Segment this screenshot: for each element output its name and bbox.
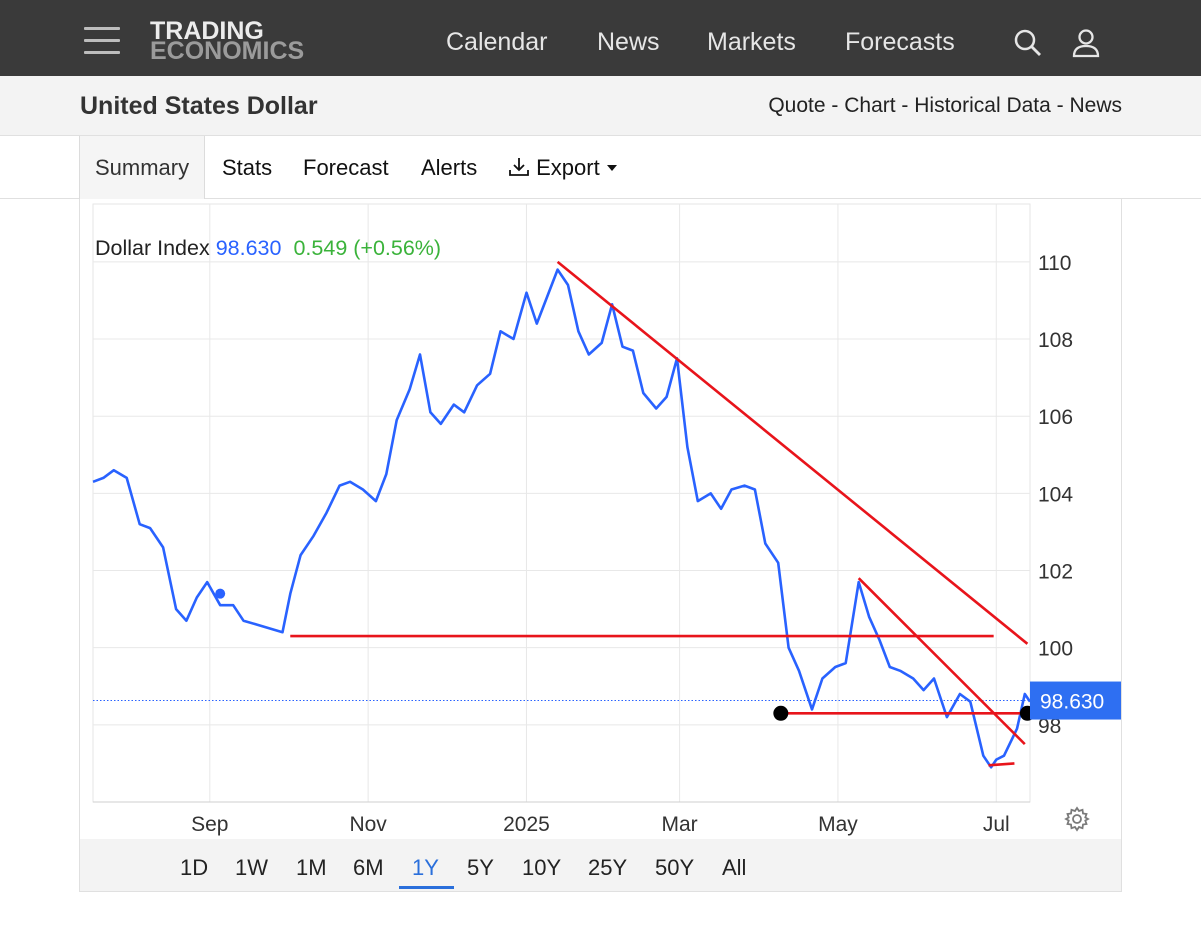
- last-price-tag-label: 98.630: [1040, 691, 1104, 714]
- tab-stats[interactable]: Stats: [222, 155, 273, 180]
- caret-down-icon: [606, 165, 617, 171]
- y-tick-label: 108: [1038, 329, 1073, 352]
- range-selector: 1D 1W 1M 6M 1Y 5Y 10Y 25Y 50Y All: [80, 839, 1121, 891]
- range-6m[interactable]: 6M: [353, 855, 384, 880]
- series-line-dollar-index: [92, 268, 1032, 769]
- y-tick-label: 100: [1038, 638, 1073, 661]
- data-point-marker: [215, 588, 226, 599]
- x-tick-label: Mar: [662, 813, 698, 836]
- y-tick-label: 106: [1038, 406, 1073, 429]
- nav-calendar[interactable]: Calendar: [446, 28, 548, 56]
- y-tick-label: 102: [1038, 561, 1073, 584]
- tab-alerts[interactable]: Alerts: [421, 155, 478, 180]
- export-button[interactable]: Export: [508, 136, 618, 199]
- link-historical-data[interactable]: Historical Data: [914, 94, 1051, 117]
- link-separator: -: [1050, 94, 1070, 117]
- x-tick-label: 2025: [503, 813, 550, 836]
- site-logo[interactable]: TRADING ECONOMICS: [150, 17, 305, 65]
- nav-forecasts[interactable]: Forecasts: [845, 28, 955, 56]
- tabs-divider: [0, 198, 1201, 199]
- menu-icon[interactable]: [84, 27, 120, 55]
- logo-line-2: ECONOMICS: [150, 37, 305, 65]
- y-tick-label: 110: [1038, 252, 1071, 275]
- range-10y[interactable]: 10Y: [522, 855, 562, 880]
- top-navigation-bar: TRADING ECONOMICS Calendar News Markets …: [0, 0, 1201, 76]
- range-25y[interactable]: 25Y: [588, 855, 628, 880]
- tab-forecast[interactable]: Forecast: [303, 155, 389, 180]
- link-news[interactable]: News: [1069, 94, 1122, 117]
- search-icon[interactable]: [1013, 28, 1043, 63]
- link-separator: -: [895, 94, 915, 117]
- user-icon[interactable]: [1072, 28, 1100, 63]
- x-tick-label: Sep: [191, 813, 228, 836]
- chart-legend: Dollar Index 98.630 0.549 (+0.56%): [95, 236, 441, 260]
- link-separator: -: [825, 94, 845, 117]
- trendline: [988, 762, 1015, 767]
- tab-summary[interactable]: Summary: [79, 136, 206, 199]
- range-1d[interactable]: 1D: [180, 855, 209, 880]
- tab-bar: Summary Stats Forecast Alerts Export: [79, 136, 1122, 199]
- instrument-header: United States Dollar Quote - Chart - His…: [0, 76, 1201, 136]
- y-tick-label: 104: [1038, 483, 1073, 506]
- trendline-anchor-point: [773, 705, 789, 721]
- chart-container: 110 108 106 104 102 100 98 Sep Nov 2025 Mar May Jul …: [79, 199, 1122, 892]
- range-1y[interactable]: 1Y: [412, 855, 439, 880]
- last-price-tag: [1030, 681, 1121, 720]
- trendline: [556, 260, 1029, 645]
- legend-series-name: Dollar Index: [95, 236, 216, 260]
- range-5y[interactable]: 5Y: [467, 855, 494, 880]
- link-quote[interactable]: Quote: [768, 94, 826, 117]
- range-1m[interactable]: 1M: [296, 855, 327, 880]
- nav-news[interactable]: News: [597, 28, 660, 56]
- logo-line-1: TRADING: [150, 17, 264, 45]
- x-tick-label: Jul: [983, 813, 1010, 836]
- export-label: Export: [536, 155, 600, 180]
- quick-links: Quote - Chart - Historical Data - News: [768, 94, 1122, 118]
- page-title: United States Dollar: [80, 92, 318, 120]
- link-chart[interactable]: Chart: [844, 94, 896, 117]
- range-1w[interactable]: 1W: [235, 855, 268, 880]
- trendline: [857, 577, 1026, 746]
- download-icon: [509, 158, 529, 176]
- x-tick-label: Nov: [349, 813, 387, 836]
- nav-markets[interactable]: Markets: [707, 28, 796, 56]
- chart-settings-gear-icon[interactable]: [1064, 806, 1090, 832]
- range-50y[interactable]: 50Y: [655, 855, 695, 880]
- active-range-indicator: [399, 886, 454, 889]
- legend-change: 0.549 (+0.56%): [293, 236, 441, 260]
- x-tick-label: May: [818, 813, 858, 836]
- y-tick-label: 98: [1038, 715, 1061, 738]
- legend-last-value: 98.630: [216, 236, 282, 260]
- range-all[interactable]: All: [722, 855, 747, 880]
